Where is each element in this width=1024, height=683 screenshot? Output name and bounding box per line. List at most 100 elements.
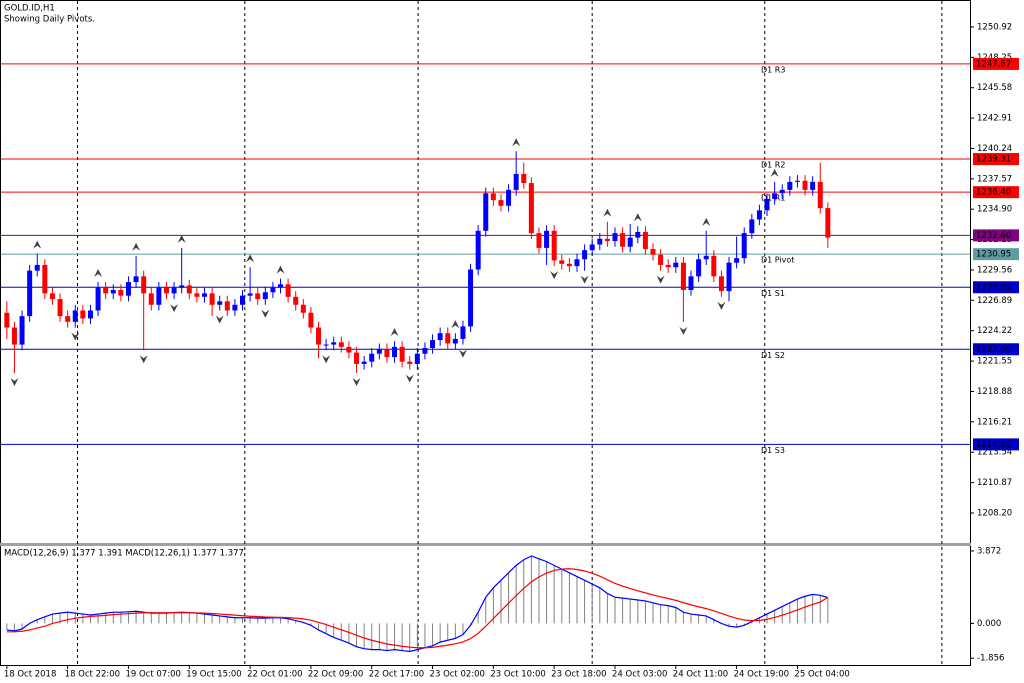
pivot-label: D1 S3 (761, 446, 785, 455)
candle-body (133, 276, 139, 283)
chart-subtitle: Showing Daily Pivots. (4, 15, 95, 25)
y2-tick-label: 0.000 (977, 619, 1001, 629)
candle-body (270, 287, 276, 293)
candle-body (794, 180, 800, 182)
candle-body (445, 333, 451, 344)
candle-body (430, 340, 436, 349)
candle-body (255, 293, 261, 300)
fractal-down (139, 355, 148, 364)
candle-body (764, 198, 770, 211)
candle-body (604, 238, 610, 242)
candle-body (513, 173, 519, 190)
pivot-tag-label: 1236.40 (976, 188, 1011, 198)
candle-body (749, 219, 755, 234)
candle-body (293, 296, 299, 305)
candle-body (171, 287, 177, 294)
candle-body (323, 344, 329, 346)
fractal-up (132, 242, 141, 251)
fractal-down (679, 326, 688, 335)
candle-body (536, 233, 542, 248)
candle-body (285, 284, 291, 297)
candle-body (414, 353, 420, 364)
fractal-down (215, 315, 224, 324)
candle-body (779, 189, 785, 194)
y-tick-label: 1242.91 (977, 114, 1012, 124)
candle-body (316, 327, 322, 345)
candle-body (825, 208, 831, 238)
candle-body (110, 289, 116, 294)
candle-body (642, 231, 648, 250)
candle-body (331, 342, 337, 345)
candle-body (19, 316, 25, 345)
candle-body (179, 285, 185, 288)
candle-body (156, 287, 162, 305)
candle-body (42, 264, 48, 294)
y-tick-label: 1210.87 (977, 478, 1012, 488)
candle-body (452, 338, 458, 344)
candle-body (57, 299, 63, 317)
x-tick-label: 22 Oct 09:00 (308, 670, 363, 680)
candle-body (718, 276, 724, 292)
fractal-up (94, 269, 103, 278)
y-tick-label: 1213.54 (977, 448, 1012, 458)
fractal-down (580, 275, 589, 284)
y-tick-label: 1229.56 (977, 265, 1012, 275)
candle-body (148, 293, 154, 305)
candle-body (384, 349, 390, 358)
candle-body (186, 285, 192, 294)
fractal-down (717, 301, 726, 310)
signal-line (6, 568, 829, 649)
y2-tick-label: -1.856 (977, 654, 1004, 664)
candle-body (703, 255, 709, 260)
fractal-up (33, 240, 42, 249)
candle-body (741, 233, 747, 259)
x-tick-label: 24 Oct 03:00 (612, 670, 667, 680)
fractal-up (633, 213, 642, 222)
panel-divider (0, 543, 971, 546)
candle-body (726, 262, 732, 292)
pivot-tag-label: 1239.31 (976, 155, 1011, 165)
fractal-up (246, 254, 255, 263)
fractal-down (656, 275, 665, 284)
fractal-up (702, 217, 711, 226)
x-tick-label: 19 Oct 07:00 (125, 670, 180, 680)
candle-body (506, 189, 512, 206)
fractal-down (10, 378, 19, 387)
candle-body (635, 231, 641, 238)
candle-body (201, 293, 207, 297)
y-tick-label: 1237.57 (977, 174, 1012, 184)
candle-body (361, 361, 367, 364)
candle-body (49, 293, 55, 300)
candle-body (817, 181, 823, 209)
pivot-label: D1 R3 (761, 65, 785, 74)
candle-body (498, 200, 504, 206)
fractal-up (276, 265, 285, 274)
y-tick-label: 1240.24 (977, 144, 1012, 154)
pivot-tag (973, 248, 1019, 261)
pivot-tag (973, 186, 1019, 199)
candle-body (810, 181, 816, 190)
candle-body (376, 349, 382, 354)
candle-body (369, 353, 375, 362)
candle-body (11, 327, 17, 345)
x-tick-label: 24 Oct 11:00 (673, 670, 728, 680)
candle-body (772, 193, 778, 199)
fractal-up (177, 234, 186, 243)
candle-body (72, 310, 78, 322)
y-tick-label: 1234.90 (977, 205, 1012, 215)
pivot-label: D1 Pivot (761, 256, 794, 265)
candle-body (4, 312, 10, 328)
candle-body (544, 230, 550, 248)
candle-body (483, 193, 489, 231)
candle-body (787, 181, 793, 190)
candle-body (620, 233, 626, 247)
candle-body (399, 346, 405, 362)
fractal-up (512, 138, 521, 147)
pivot-tag-label: 1222.59 (976, 345, 1011, 355)
candle-body (300, 304, 306, 313)
candle-body (125, 282, 131, 296)
y-tick-label: 1250.92 (977, 22, 1012, 32)
